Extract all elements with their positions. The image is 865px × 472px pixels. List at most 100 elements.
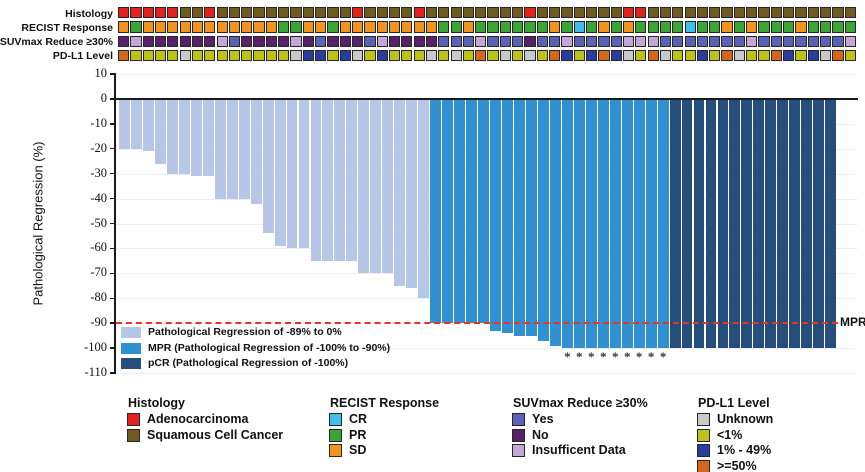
legend-item-label: PR (349, 427, 367, 442)
annotation-cell (807, 21, 819, 33)
annotation-cell (450, 7, 462, 19)
bar (202, 99, 214, 177)
bar (394, 99, 406, 286)
annotation-cell (118, 49, 130, 62)
annotation-cell (401, 21, 413, 33)
bar (597, 99, 609, 348)
annotation-cell (807, 49, 819, 62)
annotation-cell (610, 35, 622, 47)
annotation-cell (438, 21, 450, 33)
annotation-cell (376, 21, 388, 33)
annotation-cell (364, 21, 376, 33)
bar (478, 99, 489, 324)
annotation-cell (807, 7, 819, 19)
y-tick-label: -50 (90, 215, 107, 230)
annotation-cell (659, 35, 672, 47)
legend-label-light: Pathological Regression of -89% to 0% (148, 326, 342, 338)
annotation-cell (487, 35, 499, 47)
annotation-cell (783, 35, 795, 47)
annotation-cell (339, 7, 351, 19)
annotation-cell (118, 21, 130, 33)
bar (585, 99, 597, 348)
annotation-cell (598, 7, 610, 19)
bar (609, 99, 621, 348)
bar (525, 99, 537, 336)
annotation-cell (278, 7, 290, 19)
annotation-cell (635, 21, 647, 33)
annotation-cell (425, 21, 438, 33)
annotation-cell (696, 21, 709, 33)
bar (561, 99, 573, 348)
annotation-cell (265, 7, 277, 19)
legend-group-title: RECIST Response (330, 396, 440, 410)
bar (490, 99, 501, 331)
y-tick-label: -80 (90, 290, 107, 305)
annotation-cell (450, 49, 462, 62)
annotation-cell (721, 35, 733, 47)
annotation-cell (191, 21, 204, 33)
annotation-cell (228, 49, 241, 62)
annotation-cell (684, 7, 696, 19)
annotation-cell (352, 35, 364, 47)
asterisk: * (647, 349, 655, 364)
annotation-cell (721, 7, 733, 19)
bar (190, 99, 202, 177)
legend-group-title: PD-L1 Level (698, 396, 770, 410)
annotation-cell (807, 35, 819, 47)
annotation-cell (253, 35, 265, 47)
annotation-cell (438, 7, 450, 19)
annotation-cell (512, 35, 524, 47)
annotation-cell (536, 7, 548, 19)
bar (705, 99, 717, 348)
legend-item-label: 1% - 49% (717, 443, 772, 457)
annotation-cell (733, 35, 745, 47)
annotation-cell (647, 35, 659, 47)
annotation-cell (672, 7, 684, 19)
annotation-cell (388, 21, 401, 33)
bar (119, 99, 130, 149)
annotation-cell (413, 49, 425, 62)
annotation-cell (598, 49, 610, 62)
annotation-cell (512, 49, 524, 62)
bar (549, 99, 561, 346)
annotation-cell (709, 7, 721, 19)
y-tick-label: 0 (100, 91, 107, 105)
asterisk: * (588, 349, 595, 364)
annotation-cell (783, 7, 795, 19)
annotation-cell (709, 21, 721, 33)
annotation-cell (253, 21, 265, 33)
annotation-cell (315, 21, 327, 33)
annotation-cell (733, 49, 745, 62)
annotation-cell (709, 35, 721, 47)
track-label-suvmax: SUVmax Reduce ≥30% (0, 36, 113, 49)
y-tick-label: -60 (90, 240, 107, 255)
annotation-cell (352, 7, 364, 19)
bar (442, 99, 454, 324)
annotation-cell (635, 7, 647, 19)
annotation-cell (216, 21, 228, 33)
annotation-cell (191, 35, 204, 47)
bar (454, 99, 466, 324)
annotation-cell (204, 7, 216, 19)
annotation-cell (561, 21, 573, 33)
annotation-cell (622, 49, 635, 62)
annotation-cell (573, 21, 585, 33)
y-tick-mark (110, 272, 115, 274)
track-label-recist: RECIST Response (21, 21, 113, 34)
bar (226, 99, 238, 199)
annotation-cell (167, 21, 179, 33)
annotation-cell (573, 35, 585, 47)
annotation-cell (130, 35, 142, 47)
y-tick-mark (110, 98, 115, 100)
annotation-cell (154, 49, 167, 62)
annotation-cell (832, 49, 844, 62)
bar (334, 99, 346, 261)
annotation-cell (339, 35, 351, 47)
annotation-cell (709, 49, 721, 62)
annotation-cell (598, 21, 610, 33)
annotation-cell (610, 49, 622, 62)
y-axis-title: Pathological Regression (%) (30, 141, 46, 306)
gridline (116, 372, 857, 374)
legend-label-mpr: MPR (Pathological Regression of -100% to… (148, 341, 391, 354)
